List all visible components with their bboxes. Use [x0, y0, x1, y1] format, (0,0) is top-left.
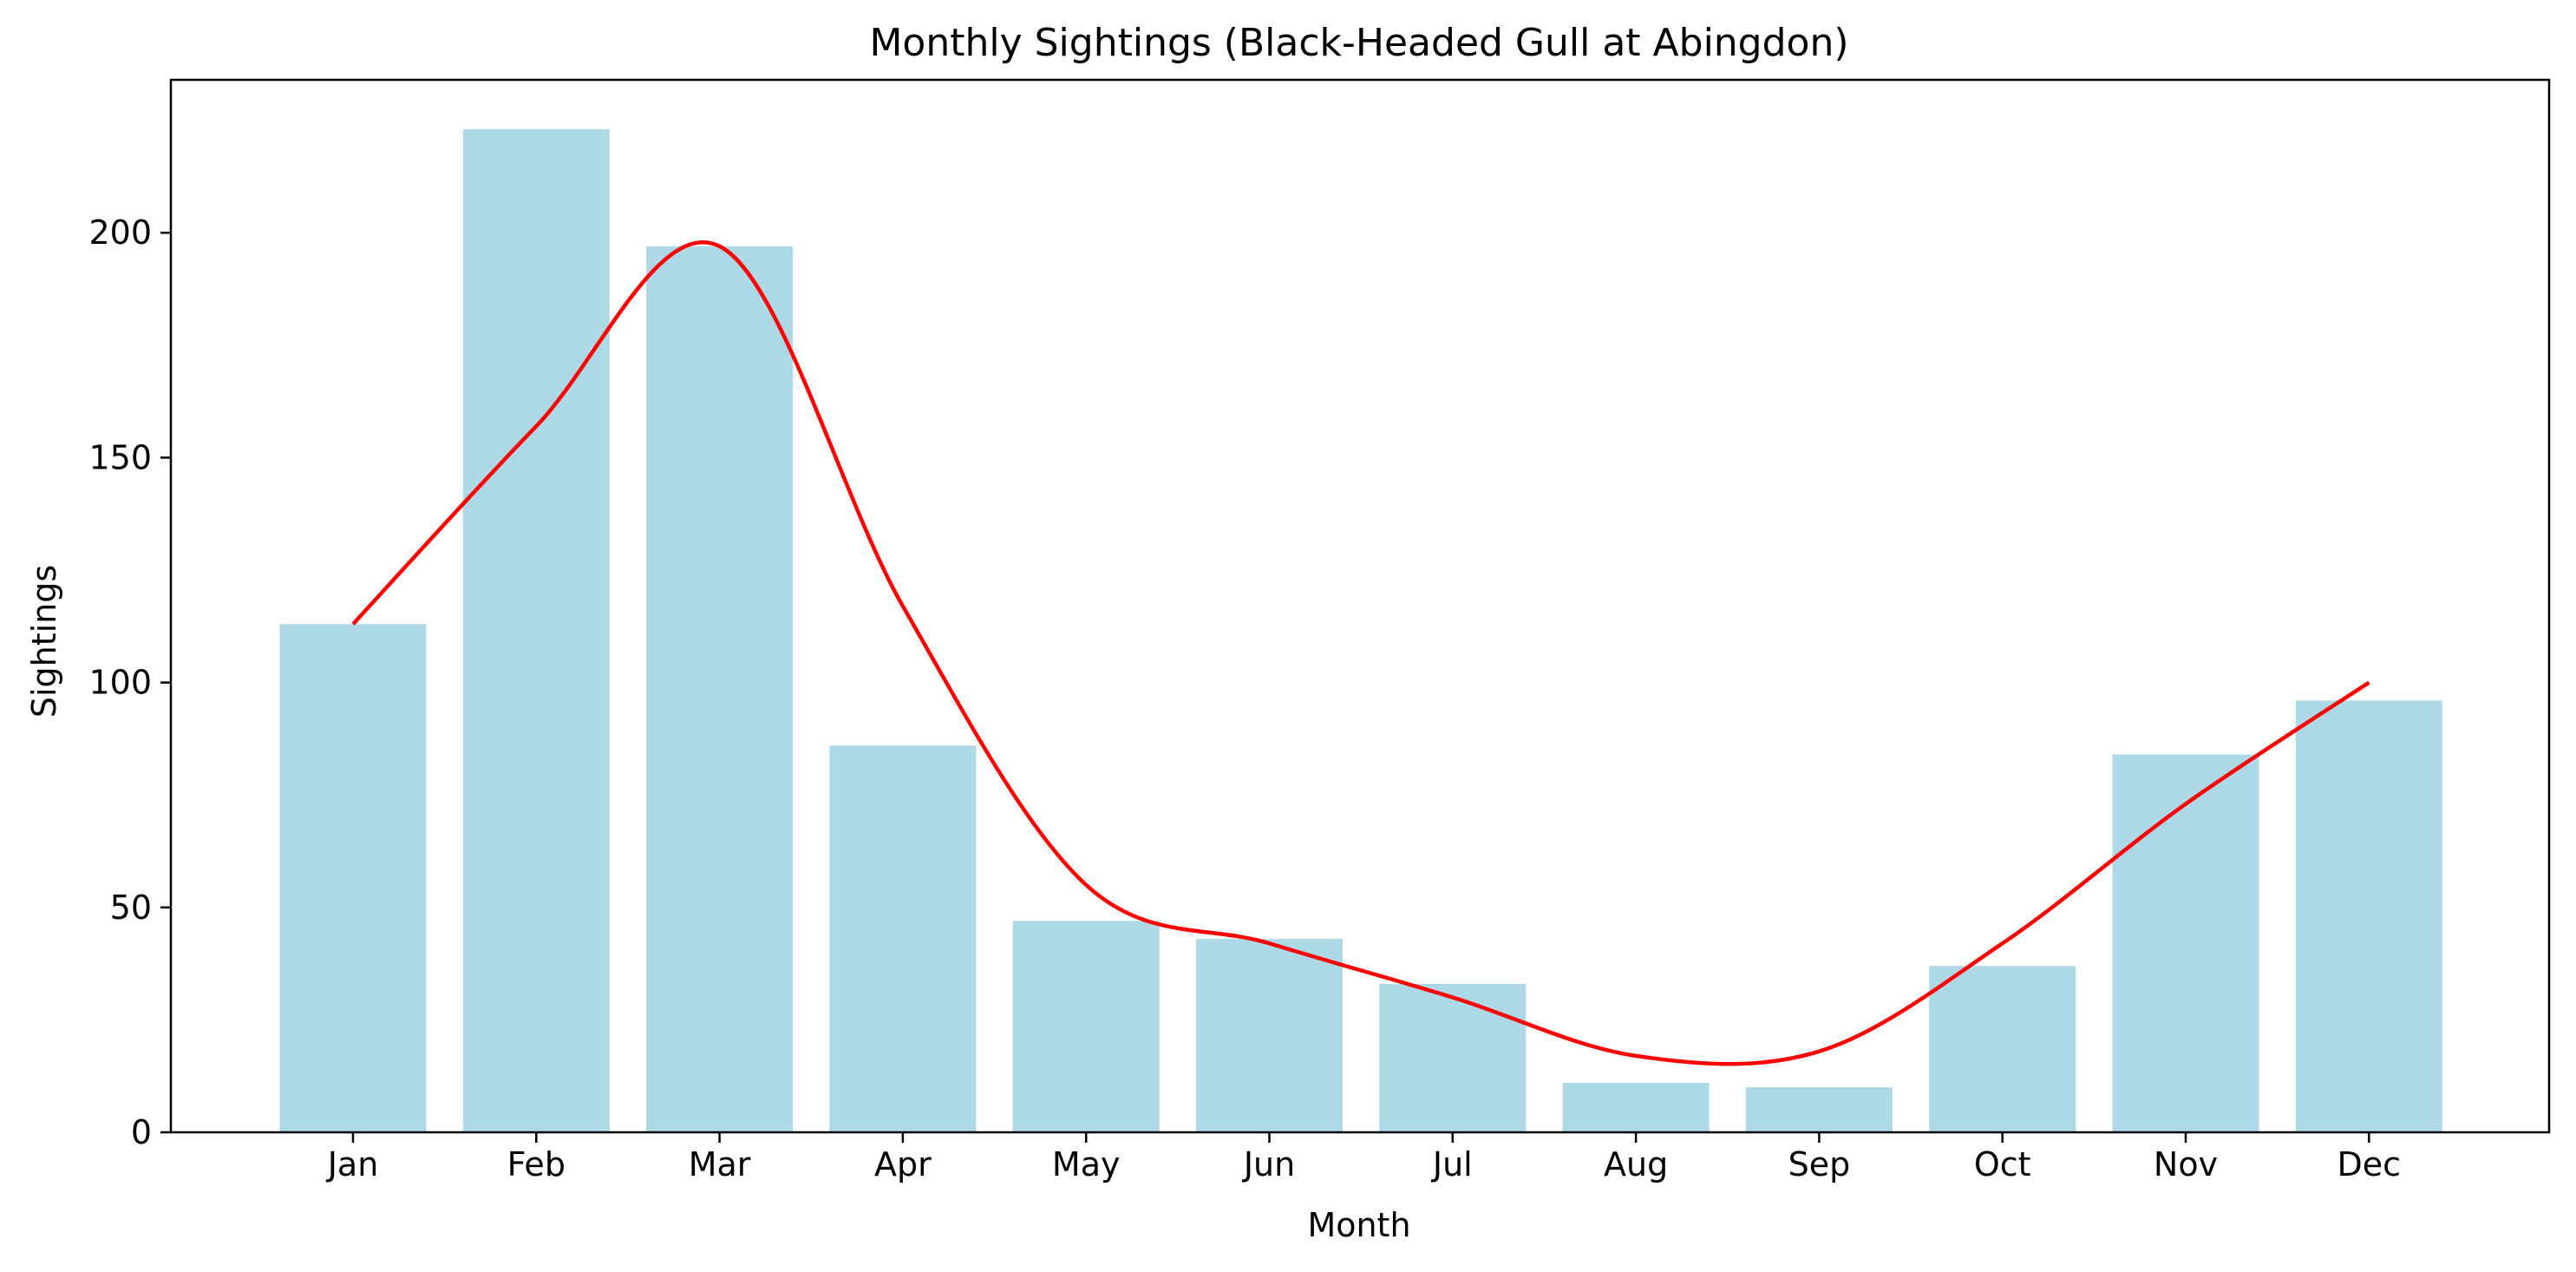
plot-frame	[169, 78, 2551, 1134]
y-tick-label-200: 200	[88, 213, 152, 252]
x-tick-label-may: May	[1052, 1145, 1121, 1183]
y-tick-label-100: 100	[88, 664, 152, 702]
bar-nov	[2112, 754, 2259, 1132]
y-tick-label-0: 0	[131, 1113, 152, 1151]
trend-line	[351, 240, 2370, 1066]
x-tick-label-mar: Mar	[689, 1145, 751, 1183]
bar-mar	[646, 246, 794, 1132]
x-tick-label-apr: Apr	[874, 1145, 932, 1183]
chart-title: Monthly Sightings (Black-Headed Gull at …	[869, 21, 1848, 65]
bar-jun	[1196, 939, 1343, 1132]
y-axis-label: Sightings	[25, 565, 63, 718]
axes-layer	[169, 78, 2551, 1134]
x-axis-label: Month	[1307, 1206, 1410, 1244]
x-tick-label-oct: Oct	[1974, 1145, 2031, 1183]
x-tick-label-aug: Aug	[1604, 1145, 1668, 1183]
bar-dec	[2295, 700, 2442, 1132]
bar-oct	[1929, 966, 2076, 1132]
x-tick-label-sep: Sep	[1788, 1145, 1851, 1183]
y-tick-label-50: 50	[110, 888, 152, 927]
bar-may	[1012, 921, 1160, 1132]
bars-layer	[279, 129, 2442, 1132]
x-tick-label-nov: Nov	[2154, 1145, 2218, 1183]
bar-jul	[1379, 983, 1527, 1132]
bar-sep	[1745, 1087, 1893, 1132]
bar-apr	[829, 745, 977, 1132]
bar-jan	[279, 624, 427, 1132]
x-tick-label-feb: Feb	[507, 1145, 566, 1183]
x-tick-label-dec: Dec	[2337, 1145, 2402, 1183]
y-tick-label-150: 150	[88, 438, 152, 476]
ticks-layer: 0 50 100 150 200 Jan Feb Mar Apr May Jun Jul Aug Sep O…	[88, 213, 2401, 1183]
x-tick-label-jan: Jan	[326, 1145, 379, 1183]
bar-aug	[1562, 1082, 1710, 1132]
trend-line-layer	[351, 240, 2370, 1066]
x-tick-label-jul: Jul	[1431, 1145, 1473, 1183]
bar-feb	[462, 129, 610, 1132]
x-tick-label-jun: Jun	[1242, 1145, 1295, 1183]
